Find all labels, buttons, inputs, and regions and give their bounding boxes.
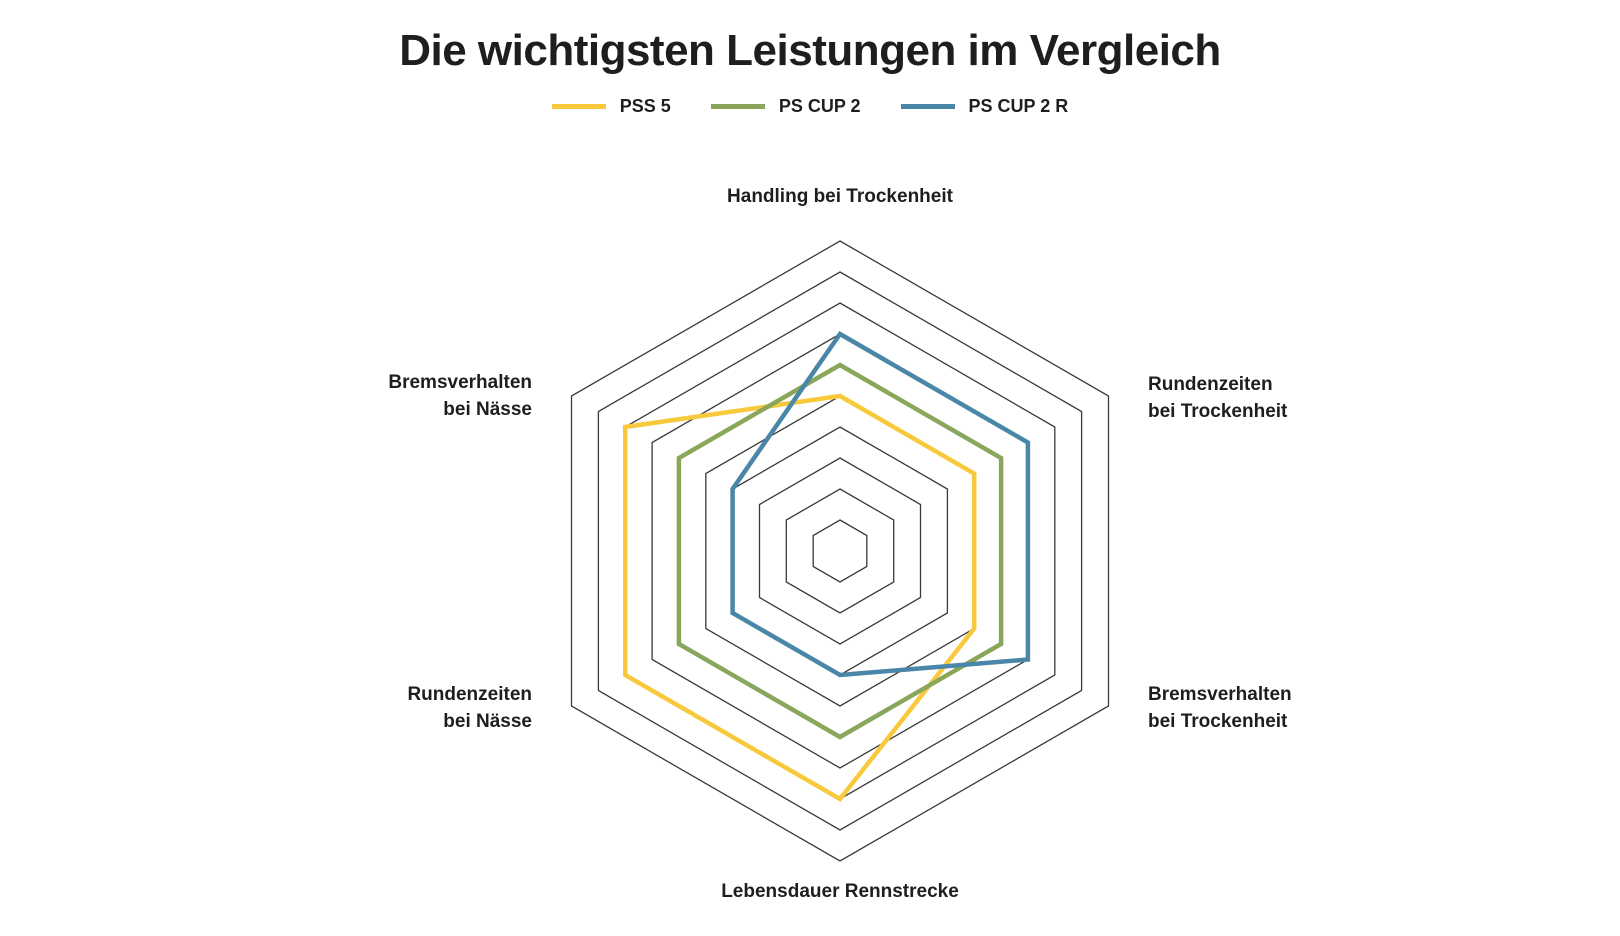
- grid-ring: [570, 240, 1110, 862]
- legend-item-pss5: PSS 5: [551, 96, 671, 117]
- axis-label-2: Bremsverhalten bei Trockenheit: [1148, 684, 1292, 732]
- legend-label-ps-cup-2-r: PS CUP 2 R: [968, 96, 1069, 116]
- axis-label-3: Lebensdauer Rennstrecke: [721, 881, 959, 902]
- grid-ring: [731, 426, 949, 676]
- axis-label-5: Bremsverhalten bei Nässe: [388, 372, 532, 420]
- grid-ring: [678, 364, 1002, 738]
- grid-ring: [624, 302, 1056, 800]
- legend-item-ps-cup-2-r: PS CUP 2 R: [900, 96, 1069, 117]
- chart-title: Die wichtigsten Leistungen im Vergleich: [399, 26, 1221, 75]
- series-line-ps-cup-2: [676, 362, 1004, 740]
- legend-swatch-ps-cup-2: [710, 104, 765, 109]
- series-line-ps-cup-2-r: [730, 331, 1031, 678]
- axis-label-4: Rundenzeiten bei Nässe: [407, 684, 532, 732]
- grid-ring: [785, 488, 895, 614]
- legend-swatch-ps-cup-2-r: [900, 104, 955, 109]
- series-line-pss-5: [622, 393, 977, 802]
- grid-ring: [812, 519, 868, 583]
- legend-label-pss5: PSS 5: [619, 96, 671, 116]
- legend-item-ps-cup-2: PS CUP 2: [710, 96, 861, 117]
- radar-series: [622, 331, 1031, 802]
- legend-swatch-pss5: [551, 104, 606, 109]
- grid-ring: [705, 395, 975, 707]
- grid-ring: [651, 333, 1029, 769]
- legend: PSS 5 PS CUP 2 PS CUP 2 R: [0, 96, 1620, 117]
- grid-ring: [758, 457, 922, 645]
- legend-label-ps-cup-2: PS CUP 2: [778, 96, 861, 116]
- axis-label-1: Rundenzeiten bei Trockenheit: [1148, 374, 1288, 422]
- axis-label-0: Handling bei Trockenheit: [727, 186, 954, 207]
- axis-labels: Handling bei Trockenheit Rundenzeiten bei …: [388, 186, 1291, 902]
- grid-ring: [597, 271, 1083, 831]
